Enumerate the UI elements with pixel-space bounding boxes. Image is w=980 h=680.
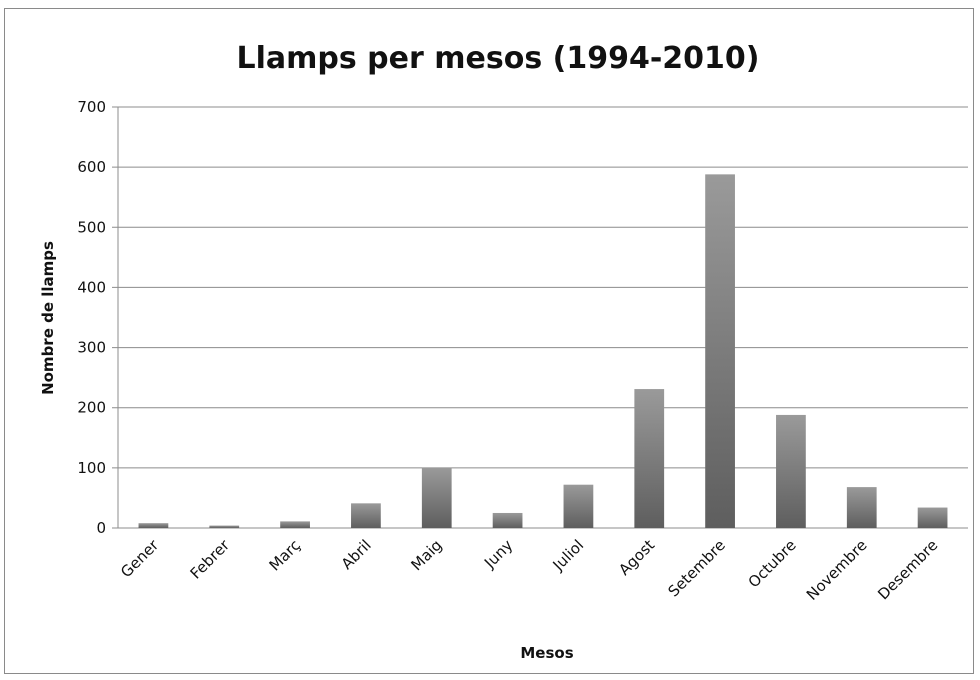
bar-agost — [634, 389, 665, 528]
x-tick-labels: Gener Febrer Març Abril Maig Juny Juliol Agost S… — [117, 536, 941, 604]
chart-frame — [4, 8, 974, 674]
bar-maig — [421, 467, 452, 528]
bar-març — [280, 521, 310, 528]
bar-juliol — [563, 484, 594, 528]
y-tick-label: 600 — [77, 158, 106, 176]
y-tick-label: 200 — [77, 399, 106, 417]
x-tick-label: Gener — [117, 536, 163, 582]
x-tick-label: Febrer — [187, 536, 234, 583]
y-tick-label: 100 — [77, 459, 106, 477]
y-tick-label: 400 — [77, 278, 106, 296]
bars — [138, 174, 948, 529]
gridlines — [112, 106, 968, 529]
bar-febrer — [209, 525, 240, 528]
chart-title: Llamps per mesos (1994-2010) — [237, 41, 760, 76]
x-tick-label: Juliol — [549, 536, 588, 575]
bar-desembre — [917, 507, 948, 528]
x-tick-label: Octubre — [745, 536, 800, 591]
x-tick-label: Maig — [408, 536, 446, 574]
y-tick-label: 0 — [96, 519, 106, 537]
bar-octubre — [776, 414, 806, 528]
y-tick-label: 300 — [77, 339, 106, 357]
y-tick-label: 700 — [77, 98, 106, 116]
x-tick-label: Abril — [338, 536, 375, 573]
y-axis-title: Nombre de llamps — [39, 241, 57, 395]
bar-juny — [492, 512, 523, 528]
bar-setembre — [705, 174, 735, 529]
x-tick-label: Novembre — [803, 536, 871, 604]
y-tick-labels: 0 100 200 300 400 500 600 700 — [77, 98, 106, 537]
bar-novembre — [846, 487, 877, 528]
bar-abril — [351, 503, 381, 528]
x-tick-label: Desembre — [874, 536, 941, 603]
x-tick-label: Juny — [480, 536, 516, 572]
x-axis-title: Mesos — [520, 644, 573, 662]
y-tick-label: 500 — [77, 218, 106, 236]
x-tick-label: Setembre — [665, 536, 729, 600]
x-tick-label: Març — [266, 536, 304, 574]
bar-gener — [138, 523, 169, 528]
x-tick-label: Agost — [615, 536, 658, 579]
